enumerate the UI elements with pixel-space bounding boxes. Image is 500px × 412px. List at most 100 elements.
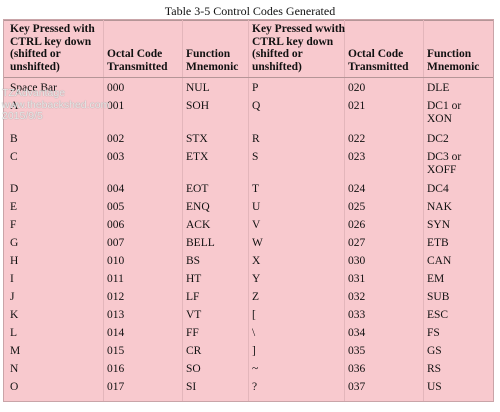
table-cell-k2: [: [252, 309, 256, 321]
header-key-pressed-right: Key Pressed wwith CTRL key down (shifted…: [252, 23, 346, 73]
table-cell-f2: SUB: [427, 291, 450, 303]
table-cell-o1: 011: [107, 273, 124, 285]
column-divider: [344, 20, 345, 401]
table-cell-f2: ESC: [427, 309, 449, 321]
table-cell-o2: 026: [348, 219, 366, 231]
table-cell-f1: EOT: [186, 183, 209, 195]
control-codes-table: Key Pressed with CTRL key down (shifted …: [3, 19, 494, 402]
table-cell-f2: GS: [427, 345, 442, 357]
table-cell-f1: ETX: [186, 151, 209, 163]
table-cell-o1: 000: [107, 82, 125, 94]
table-cell-o1: 007: [107, 237, 125, 249]
table-cell-f1: ENQ: [186, 201, 210, 213]
table-cell-k1: M: [10, 345, 21, 357]
table-cell-o1: 013: [107, 309, 125, 321]
table-cell-k1: C: [10, 151, 18, 163]
table-cell-o2: 033: [348, 309, 366, 321]
table-cell-k2: Z: [252, 291, 260, 303]
column-divider: [423, 20, 424, 401]
table-cell-k1: B: [10, 133, 18, 145]
table-cell-o1: 016: [107, 363, 125, 375]
table-cell-k2: \: [252, 327, 256, 339]
table-cell-k2: R: [252, 133, 260, 145]
table-cell-k2: V: [252, 219, 261, 231]
table-cell-o1: 003: [107, 151, 125, 163]
table-cell-k1: O: [10, 381, 19, 393]
table-cell-k2: ?: [252, 381, 258, 393]
table-cell-k2: T: [252, 183, 260, 195]
header-octal-right: Octal Code Transmitted: [348, 48, 409, 73]
table-cell-k2: Y: [252, 273, 261, 285]
table-cell-f1: STX: [186, 133, 208, 145]
table-cell-o1: 010: [107, 255, 125, 267]
table-cell-k2: S: [252, 151, 259, 163]
table-cell-o2: 022: [348, 133, 366, 145]
table-cell-o1: 006: [107, 219, 125, 231]
table-cell-f2: US: [427, 381, 442, 393]
table-cell-k1: N: [10, 363, 19, 375]
table-cell-f2: RS: [427, 363, 442, 375]
header-rule: [4, 77, 493, 78]
table-cell-o2: 036: [348, 363, 366, 375]
table-cell-o1: 002: [107, 133, 125, 145]
column-divider: [248, 20, 249, 401]
table-cell-k2: P: [252, 82, 259, 94]
table-cell-k1: Space Bar: [10, 82, 57, 94]
table-cell-f2: NAK: [427, 201, 452, 213]
table-cell-f2: DC4: [427, 183, 449, 195]
table-cell-f2: DC2: [427, 133, 449, 145]
table-cell-f1: VT: [186, 309, 202, 321]
table-cell-f1: SO: [186, 363, 201, 375]
table-cell-k2: Q: [252, 100, 261, 112]
header-octal-left: Octal Code Transmitted: [107, 48, 168, 73]
table-cell-k1: D: [10, 183, 19, 195]
column-divider: [182, 20, 183, 401]
table-cell-o1: 015: [107, 345, 125, 357]
table-cell-f1: NUL: [186, 82, 210, 94]
table-cell-k1: E: [10, 201, 18, 213]
table-cell-f2: DLE: [427, 82, 450, 94]
table-cell-k2: X: [252, 255, 261, 267]
table-cell-o1: 001: [107, 100, 125, 112]
table-cell-f1: ACK: [186, 219, 211, 231]
table-cell-o2: 035: [348, 345, 366, 357]
table-cell-o1: 017: [107, 381, 125, 393]
table-cell-o2: 037: [348, 381, 366, 393]
table-cell-o2: 021: [348, 100, 366, 112]
table-cell-o2: 020: [348, 82, 366, 94]
table-cell-o2: 034: [348, 327, 366, 339]
table-cell-k2: ]: [252, 345, 256, 357]
header-function-left: Function Mnemonic: [186, 48, 239, 73]
header-function-right: Function Mnemonic: [427, 48, 480, 73]
table-cell-f1: BELL: [186, 237, 215, 249]
table-cell-o2: 032: [348, 291, 366, 303]
table-cell-o1: 005: [107, 201, 125, 213]
table-cell-k1: H: [10, 255, 19, 267]
table-cell-f1: CR: [186, 345, 202, 357]
table-cell-f2: CAN: [427, 255, 452, 267]
table-cell-k2: ~: [252, 363, 259, 375]
table-cell-o2: 031: [348, 273, 366, 285]
table-cell-k1: L: [10, 327, 18, 339]
table-cell-f2: DC1 or XON: [427, 100, 462, 125]
table-cell-o1: 014: [107, 327, 125, 339]
table-cell-o2: 030: [348, 255, 366, 267]
table-cell-f1: FF: [186, 327, 199, 339]
table-cell-o1: 012: [107, 291, 125, 303]
header-key-pressed-left: Key Pressed with CTRL key down (shifted …: [10, 23, 95, 73]
table-cell-f2: ETB: [427, 237, 449, 249]
table-cell-k1: G: [10, 237, 19, 249]
table-cell-o2: 027: [348, 237, 366, 249]
table-cell-f2: DC3 or XOFF: [427, 151, 462, 176]
table-cell-k1: I: [10, 273, 14, 285]
table-cell-o1: 004: [107, 183, 125, 195]
table-cell-f1: SI: [186, 381, 197, 393]
forum-watermark: TZAdvantage www.thebackshed.com 2015/9/5: [2, 87, 110, 122]
table-cell-k1: K: [10, 309, 19, 321]
table-caption: Table 3-5 Control Codes Generated: [164, 4, 336, 18]
table-cell-k1: J: [10, 291, 15, 303]
table-cell-f2: SYN: [427, 219, 451, 231]
table-cell-k2: U: [252, 201, 261, 213]
table-cell-k1: F: [10, 219, 17, 231]
column-divider: [103, 20, 104, 401]
